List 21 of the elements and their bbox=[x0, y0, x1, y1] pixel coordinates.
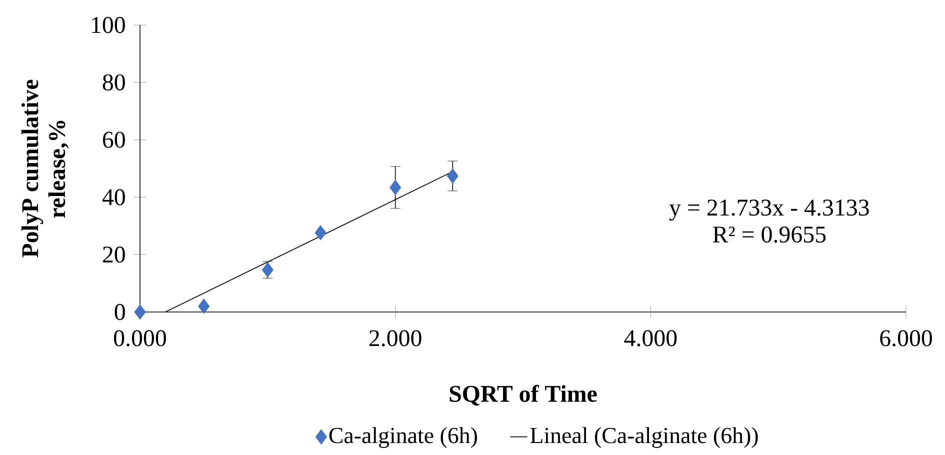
x-tick-label: 4.000 bbox=[624, 330, 677, 346]
legend-label: Ca-alginate (6h) bbox=[329, 427, 477, 448]
y-tick-label: 100 bbox=[92, 16, 125, 34]
y-tick-label: 60 bbox=[102, 132, 125, 148]
x-tick-label: 6.000 bbox=[880, 330, 932, 346]
legend-label: Lineal (Ca-alginate (6h)) bbox=[530, 427, 758, 448]
point bbox=[390, 180, 402, 195]
y-tick-label: 20 bbox=[102, 246, 125, 263]
y-tick-label: 0 bbox=[114, 304, 125, 320]
x-tick-label: 2.000 bbox=[369, 330, 422, 346]
point bbox=[198, 298, 210, 314]
y-tick-label: 40 bbox=[102, 189, 125, 206]
point bbox=[314, 225, 326, 240]
point bbox=[134, 304, 146, 320]
point bbox=[446, 168, 458, 184]
y-tick-label: 80 bbox=[102, 74, 125, 90]
annotation: y = 21.733x - 4.3133 bbox=[669, 200, 869, 221]
y-axis-title: PolyP cumulative release,% bbox=[21, 80, 69, 258]
x-axis-title: SQRT of Time bbox=[450, 384, 597, 406]
x-tick-label: 0.000 bbox=[114, 330, 166, 346]
annotation: R² = 0.9655 bbox=[712, 226, 826, 243]
